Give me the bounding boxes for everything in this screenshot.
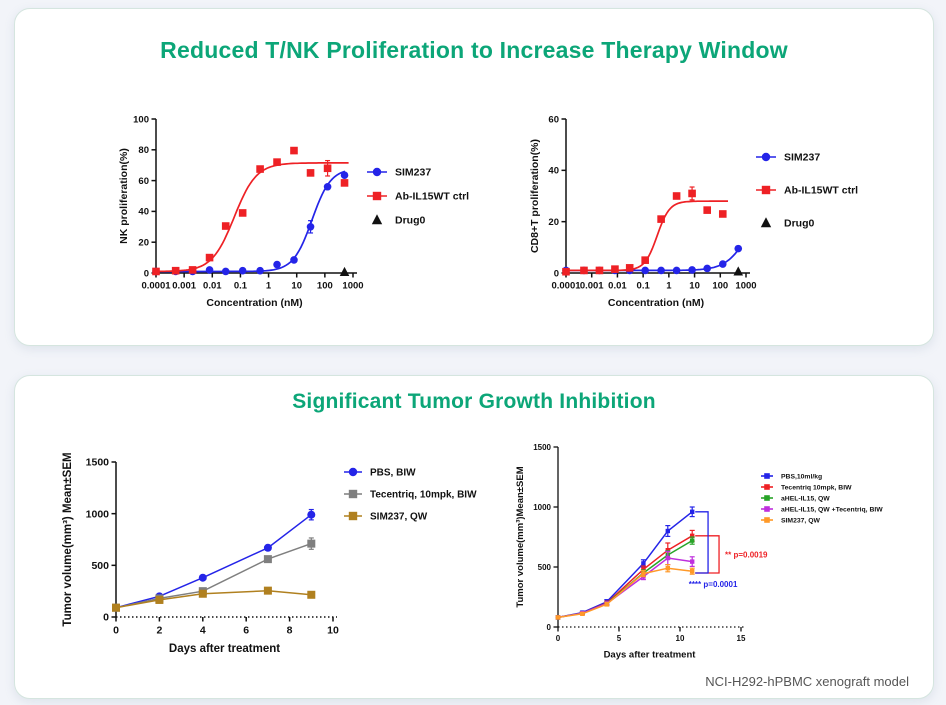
svg-text:1: 1 <box>266 281 272 292</box>
svg-text:0: 0 <box>144 268 149 279</box>
svg-text:15: 15 <box>737 634 746 643</box>
svg-text:PBS,10ml/kg: PBS,10ml/kg <box>781 473 822 480</box>
svg-text:Ab-IL15WT ctrl: Ab-IL15WT ctrl <box>784 185 858 197</box>
svg-text:60: 60 <box>138 176 149 187</box>
svg-text:SIM237, QW: SIM237, QW <box>370 512 428 523</box>
svg-text:1000: 1000 <box>86 508 110 520</box>
svg-text:1000: 1000 <box>533 503 551 512</box>
svg-text:0.1: 0.1 <box>234 281 248 292</box>
svg-text:100: 100 <box>133 114 149 125</box>
svg-text:SIM237: SIM237 <box>395 167 431 179</box>
svg-text:0: 0 <box>113 625 119 637</box>
svg-text:0.1: 0.1 <box>637 281 651 292</box>
svg-text:Concentration (nM): Concentration (nM) <box>206 297 302 309</box>
svg-text:5: 5 <box>617 634 622 643</box>
xenograft-model-caption: NCI-H292-hPBMC xenograft model <box>705 674 909 689</box>
svg-text:10: 10 <box>291 281 302 292</box>
svg-text:0: 0 <box>556 634 561 643</box>
svg-text:0: 0 <box>554 268 559 279</box>
svg-text:40: 40 <box>138 207 149 218</box>
svg-text:aHEL-IL15, QW +Tecentriq, BIW: aHEL-IL15, QW +Tecentriq, BIW <box>781 506 883 513</box>
svg-text:aHEL-IL15, QW: aHEL-IL15, QW <box>781 495 830 502</box>
tumor-growth-card: Significant Tumor Growth Inhibition 0 500… <box>14 375 934 699</box>
svg-text:40: 40 <box>548 166 559 177</box>
svg-text:2: 2 <box>156 625 162 637</box>
svg-text:20: 20 <box>548 217 559 228</box>
svg-text:Tumor volume(mm³) Mean±SEM: Tumor volume(mm³) Mean±SEM <box>62 452 74 626</box>
svg-text:6: 6 <box>243 625 249 637</box>
svg-text:0: 0 <box>547 623 552 632</box>
svg-text:500: 500 <box>91 560 109 572</box>
svg-text:Tecentriq, 10mpk, BIW: Tecentriq, 10mpk, BIW <box>370 490 477 501</box>
svg-text:80: 80 <box>138 145 149 156</box>
svg-text:Tumor volume(mm³)Mean±SEM: Tumor volume(mm³)Mean±SEM <box>515 466 526 607</box>
svg-text:0: 0 <box>103 612 109 624</box>
svg-text:4: 4 <box>200 625 206 637</box>
svg-text:CD8+T proliferation(%): CD8+T proliferation(%) <box>529 139 541 253</box>
svg-text:0.0001: 0.0001 <box>551 281 581 292</box>
svg-text:Drug0: Drug0 <box>395 215 425 227</box>
svg-text:Days after treatment: Days after treatment <box>169 643 280 655</box>
svg-text:SIM237: SIM237 <box>784 152 820 164</box>
svg-text:100: 100 <box>712 281 728 292</box>
svg-text:0.01: 0.01 <box>203 281 222 292</box>
svg-text:10: 10 <box>689 281 700 292</box>
svg-text:Concentration (nM): Concentration (nM) <box>608 297 704 309</box>
proliferation-card-title: Reduced T/NK Proliferation to Increase T… <box>160 37 788 63</box>
svg-text:1000: 1000 <box>735 281 756 292</box>
svg-text:0.0001: 0.0001 <box>141 281 171 292</box>
svg-text:**** p=0.0001: **** p=0.0001 <box>689 580 738 589</box>
svg-text:0.01: 0.01 <box>608 281 627 292</box>
svg-text:10: 10 <box>676 634 685 643</box>
svg-text:1000: 1000 <box>342 281 363 292</box>
svg-text:100: 100 <box>317 281 333 292</box>
svg-text:SIM237, QW: SIM237, QW <box>781 517 820 524</box>
nk-proliferation-chart: 0 20 40 60 80 100 0.0001 0.001 0.01 0.1 1 10 100 1000… <box>118 114 469 309</box>
svg-text:Tecentriq 10mpk, BIW: Tecentriq 10mpk, BIW <box>781 484 852 491</box>
proliferation-card: Reduced T/NK Proliferation to Increase T… <box>14 8 934 346</box>
cd8t-proliferation-chart: 0 20 40 60 0.0001 0.001 0.01 0.1 1 10 100 1000 Conce… <box>529 114 858 309</box>
svg-text:NK proliferation(%): NK proliferation(%) <box>118 148 130 244</box>
svg-text:PBS, BIW: PBS, BIW <box>370 468 416 479</box>
svg-text:1500: 1500 <box>533 443 551 452</box>
svg-text:Ab-IL15WT ctrl: Ab-IL15WT ctrl <box>395 191 469 203</box>
tumor-volume-chart-right: 0 500 1000 1500 0 5 10 15 Days after treatment Tu… <box>515 443 883 661</box>
svg-text:1500: 1500 <box>86 457 110 469</box>
svg-text:0.001: 0.001 <box>580 281 604 292</box>
tumor-growth-card-title: Significant Tumor Growth Inhibition <box>292 390 656 413</box>
svg-text:8: 8 <box>287 625 293 637</box>
tumor-volume-chart-left: 0 500 1000 1500 0 2 4 6 8 10 Days after treatment T… <box>62 452 477 655</box>
svg-text:0.001: 0.001 <box>172 281 196 292</box>
svg-text:20: 20 <box>138 238 149 249</box>
svg-text:60: 60 <box>548 114 559 125</box>
svg-text:1: 1 <box>666 281 672 292</box>
svg-text:Drug0: Drug0 <box>784 218 814 230</box>
svg-text:Days after treatment: Days after treatment <box>604 650 697 661</box>
svg-text:10: 10 <box>327 625 339 637</box>
svg-text:** p=0.0019: ** p=0.0019 <box>725 550 768 559</box>
svg-text:500: 500 <box>538 563 552 572</box>
